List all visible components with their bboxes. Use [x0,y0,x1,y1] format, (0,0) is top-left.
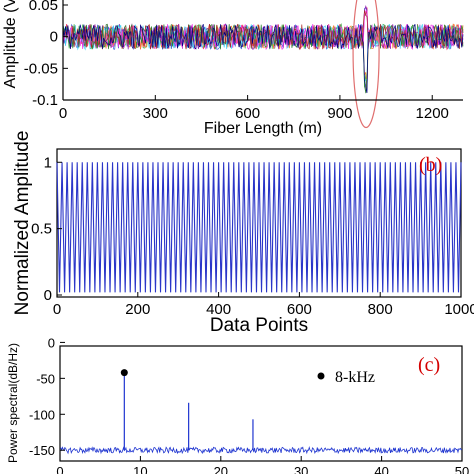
panel-a-x-axis-title: Fiber Length (m) [204,120,322,137]
panel-a-y-tick-label: -0.1 [32,92,58,109]
panel-b-x-tick-label: 200 [125,301,150,318]
panel-a-trace-10 [62,23,464,93]
panel-c-x-tick-label: 40 [374,464,388,474]
panel-c-y-tick-label: -100 [29,407,55,422]
panel-a-y-tick-label: -0.05 [24,60,58,77]
panel-a-x-tick-label: 300 [143,105,168,122]
panel-b-y-ticks: 10.50 [31,154,62,304]
panel-b-x-tick-label: 800 [368,301,393,318]
panel-a-y-axis-title: Amplitude (V) [2,0,19,88]
panel-c-x-ticks: 0 10 20 30 40 50 [56,456,469,474]
panel-b-chart: 0 200 400 600 800 1000 10.50 (b) Data Points … [12,131,474,336]
panel-c-spectrum-line [59,446,463,455]
panel-b-x-axis-title: Data Points [210,315,308,336]
panel-c-y-tick-label: -150 [29,443,55,458]
panel-b-y-tick-label: 0 [44,287,52,304]
panel-b-plot-area [56,162,462,293]
panel-b-x-tick-label: 600 [287,301,312,318]
panel-c-legend-label: 8-kHz [335,369,375,386]
panel-b-x-tick-label: 0 [53,301,61,318]
panel-a-plot-area [62,4,464,94]
panel-c-8khz-marker [120,369,128,377]
panel-c-chart: 0 10 20 30 40 50 0 -50 -100 -150 8-kHz (c) Power… [6,335,469,474]
panel-c-y-tick-label: 0 [48,335,55,350]
panel-b-x-tick-label: 400 [206,301,231,318]
panel-b-signal-line [56,162,462,293]
panel-b-x-tick-label: 1000 [444,301,474,318]
panel-c-x-tick-label: 0 [56,464,63,474]
panel-c-frame [59,345,463,462]
panel-b-frame [56,148,462,298]
panel-a-y-ticks: 0.05 0 -0.05 -0.1 [24,0,68,109]
panel-a-y-tick-label: 0.05 [29,0,58,14]
panel-c-y-ticks: 0 -50 -100 -150 [29,335,65,458]
panel-a-x-tick-label: 600 [235,105,260,122]
panel-a-event-highlight-ellipse [352,0,380,129]
panel-a-trace-4 [62,23,464,89]
panel-b-y-tick-label: 1 [44,154,52,171]
panel-a-chart: 0 300 600 900 1200 0.05 0 -0.05 -0.1 Fiber Leng… [2,0,464,137]
panel-a-x-tick-label: 900 [327,105,352,122]
panel-c-legend-marker [317,372,325,380]
panel-b-y-tick-label: 0.5 [31,221,52,238]
panel-b-x-ticks: 0 200 400 600 800 1000 [53,292,474,318]
panel-c-y-tick-label: -50 [36,371,55,386]
panel-c-x-tick-label: 30 [294,464,308,474]
panel-a-y-tick-label: 0 [50,29,58,46]
panel-c-x-tick-label: 10 [133,464,147,474]
panel-c-y-axis-title: Power spectral(dB/Hz) [6,343,20,463]
panel-a-x-tick-label: 1200 [416,105,449,122]
panel-b-label: (b) [419,154,442,176]
panel-a-x-tick-label: 0 [59,105,67,122]
panel-c-x-tick-label: 20 [214,464,228,474]
panel-b-y-axis-title: Normalized Amplitude [12,131,33,316]
panel-a-x-ticks: 0 300 600 900 1200 [59,95,449,122]
panel-c-label: (c) [418,354,440,376]
panel-c-x-tick-label: 50 [455,464,469,474]
panel-c-plot-area [59,374,463,455]
